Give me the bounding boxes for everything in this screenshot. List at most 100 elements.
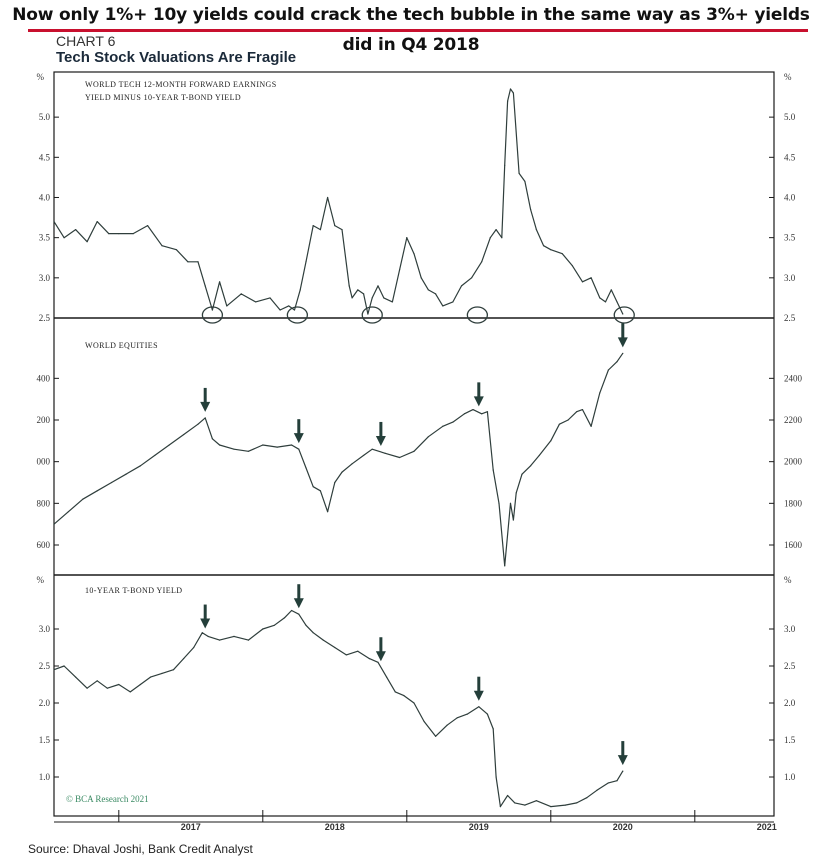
tech-yield-gap-line-point bbox=[312, 225, 314, 227]
tech-yield-gap-line-point bbox=[367, 313, 369, 315]
bottom-panel-tick-label-right: 2.5 bbox=[784, 661, 796, 671]
top-panel-tick-label-left: 4.0 bbox=[39, 192, 51, 202]
tech-yield-gap-line-point bbox=[269, 297, 271, 299]
bond-yield-line-point bbox=[273, 624, 275, 626]
world-equities-line-point bbox=[498, 502, 500, 504]
bond-yield-line-point bbox=[283, 617, 285, 619]
tech-yield-gap-line-point bbox=[341, 229, 343, 231]
world-equities-line-point bbox=[139, 465, 141, 467]
bond-yield-line-point bbox=[298, 613, 300, 615]
tech-yield-gap-line-point bbox=[543, 245, 545, 247]
world-equities-line-point bbox=[197, 423, 199, 425]
tech-yield-gap-line-point bbox=[590, 277, 592, 279]
tech-yield-gap-line-point bbox=[53, 220, 55, 223]
x-tick-label: 2021 bbox=[757, 822, 777, 832]
tech-yield-gap-line-point bbox=[504, 164, 506, 166]
bottom-panel-tick-label-left: 3.0 bbox=[39, 624, 51, 634]
tech-yield-gap-line-point bbox=[518, 172, 520, 174]
tech-yield-gap-line-point bbox=[452, 301, 454, 303]
middle-down-arrow-head bbox=[293, 433, 304, 444]
bond-yield-line-point bbox=[149, 676, 152, 678]
tech-yield-gap-line-point bbox=[219, 281, 221, 283]
bond-yield-line-point bbox=[456, 717, 458, 719]
bond-yield-line-point bbox=[413, 702, 415, 704]
tech-yield-gap-line-point bbox=[240, 293, 242, 295]
tech-yield-gap-line-point bbox=[427, 289, 429, 291]
world-equities-line-point bbox=[183, 433, 185, 436]
top-panel-tick-label-right: 3.5 bbox=[784, 233, 796, 243]
tech-yield-gap-line-point bbox=[610, 289, 612, 291]
bond-yield-line-point bbox=[201, 632, 203, 634]
top-panel-tick-label-right: 3.0 bbox=[784, 273, 796, 283]
bond-yield-line-point bbox=[322, 639, 324, 641]
bottom-down-arrow-head bbox=[375, 651, 386, 662]
middle-down-arrow-head bbox=[375, 435, 386, 446]
bond-yield-line-point bbox=[183, 658, 185, 660]
tech-yield-gap-line-point bbox=[399, 269, 401, 271]
bottom-panel-title: 10-YEAR T-BOND YIELD bbox=[85, 586, 182, 595]
tech-yield-gap-line-point bbox=[96, 220, 98, 223]
top-panel-tick-label-right: 2.5 bbox=[784, 313, 796, 323]
world-equities-line-point bbox=[472, 408, 474, 411]
tech-yield-gap-line-point bbox=[363, 293, 365, 295]
bond-yield-line-point bbox=[219, 639, 221, 641]
top-panel-tick-label-left: 3.0 bbox=[39, 273, 51, 283]
bond-yield-line-point bbox=[394, 691, 396, 693]
bottom-down-arrow-head bbox=[473, 690, 484, 701]
tech-yield-gap-line-point bbox=[187, 261, 189, 263]
bottom-panel-tick-label-right: 1.5 bbox=[784, 735, 796, 745]
bond-yield-line-point bbox=[172, 669, 175, 671]
world-equities-line-point bbox=[504, 565, 506, 567]
middle-panel-tick-label-right: 2000 bbox=[784, 457, 803, 467]
bond-yield-line-point bbox=[291, 609, 293, 612]
tech-yield-gap-line-point bbox=[391, 301, 393, 303]
tech-yield-gap-line-point bbox=[293, 309, 296, 311]
world-equities-line-point bbox=[96, 490, 98, 492]
chart-number-label: CHART 6 bbox=[56, 33, 116, 49]
world-equities-line-point bbox=[622, 352, 624, 354]
world-equities-line-point bbox=[509, 502, 512, 504]
world-equities-line-point bbox=[262, 444, 264, 446]
bond-yield-line-point bbox=[161, 672, 163, 675]
top-panel-tick-label-right: 4.5 bbox=[784, 152, 796, 162]
middle-panel-tick-label-left: 200 bbox=[37, 415, 51, 425]
bond-yield-line-point bbox=[53, 669, 55, 671]
middle-panel-tick-label-right: 1800 bbox=[784, 498, 803, 508]
tech-yield-gap-line-point bbox=[460, 285, 463, 287]
tech-yield-gap-line-point bbox=[86, 241, 88, 243]
tech-yield-gap-line-point bbox=[161, 245, 163, 247]
tech-yield-gap-line-point bbox=[509, 88, 512, 90]
tech-yield-gap-line-point bbox=[357, 289, 359, 291]
x-tick-label: 2019 bbox=[469, 822, 489, 832]
bond-yield-line-point bbox=[499, 806, 501, 808]
top-panel-tick-label-left: 3.5 bbox=[39, 233, 51, 243]
bond-yield-line-point bbox=[514, 802, 516, 804]
tech-yield-gap-line-point bbox=[348, 285, 350, 287]
headline: Now only 1%+ 10y yields could crack the … bbox=[12, 5, 810, 55]
bottom-down-arrow-head bbox=[617, 755, 628, 766]
tech-yield-gap-line-point bbox=[351, 297, 353, 299]
world-equities-line-point bbox=[607, 369, 610, 371]
world-equities-line-point bbox=[581, 408, 584, 411]
bond-yield-line-point bbox=[96, 680, 98, 682]
tech-yield-gap-line-point bbox=[571, 265, 574, 267]
top-panel-title-line2: YIELD MINUS 10-YEAR T-BOND YIELD bbox=[85, 93, 241, 102]
middle-panel-tick-label-right: 1600 bbox=[784, 540, 803, 550]
world-equities-line-point bbox=[492, 469, 494, 471]
world-equities-line-point bbox=[521, 473, 523, 475]
plot-frame bbox=[53, 71, 775, 817]
world-equities-line-point bbox=[399, 456, 401, 459]
low-circle-marker bbox=[613, 306, 635, 324]
world-equities-line-point bbox=[558, 423, 561, 425]
top-panel-unit-right: % bbox=[784, 72, 792, 82]
tech-yield-gap-line-point bbox=[108, 233, 110, 235]
world-equities-line-point bbox=[327, 511, 329, 513]
x-tick-label: 2020 bbox=[613, 822, 633, 832]
bottom-down-arrow-head bbox=[293, 598, 304, 609]
tech-yield-gap-line-point bbox=[211, 309, 213, 311]
tech-yield-gap-line-point bbox=[305, 261, 307, 263]
bond-yield-line-point bbox=[139, 683, 141, 686]
middle-down-arrow-head bbox=[200, 401, 211, 412]
world-equities-line-point bbox=[538, 454, 540, 457]
tech-yield-gap-line-point bbox=[118, 233, 120, 235]
